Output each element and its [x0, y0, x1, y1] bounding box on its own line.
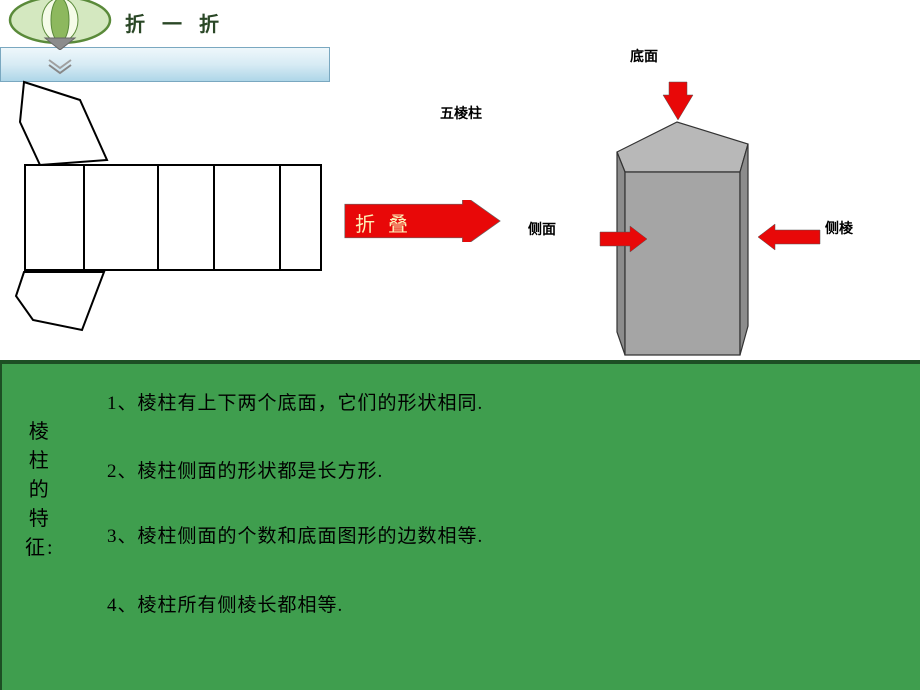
- prism-front-face: [625, 172, 740, 355]
- prism-front-left-face: [617, 152, 625, 355]
- feature-1: 1、棱柱有上下两个底面，它们的形状相同.: [107, 388, 483, 415]
- fold-arrow-label: 折 叠: [355, 208, 412, 237]
- prism-net: [0, 0, 340, 360]
- prism-right-face: [740, 144, 748, 355]
- right-indicator-arrow-icon: [758, 224, 820, 250]
- prism-top-face: [617, 122, 748, 172]
- side-face-label: 侧面: [528, 219, 556, 239]
- features-title: 棱 柱 的 特 征:: [25, 415, 55, 545]
- feature-3: 3、棱柱侧面的个数和底面图形的边数相等.: [107, 521, 483, 548]
- pentagonal-prism: [595, 70, 885, 370]
- top-arrow-icon: [663, 82, 693, 120]
- top-face-label: 底面: [630, 46, 658, 66]
- prism-name-label: 五棱柱: [440, 103, 482, 123]
- feature-2: 2、棱柱侧面的形状都是长方形.: [107, 456, 383, 483]
- feature-4: 4、棱柱所有侧棱长都相等.: [107, 590, 343, 617]
